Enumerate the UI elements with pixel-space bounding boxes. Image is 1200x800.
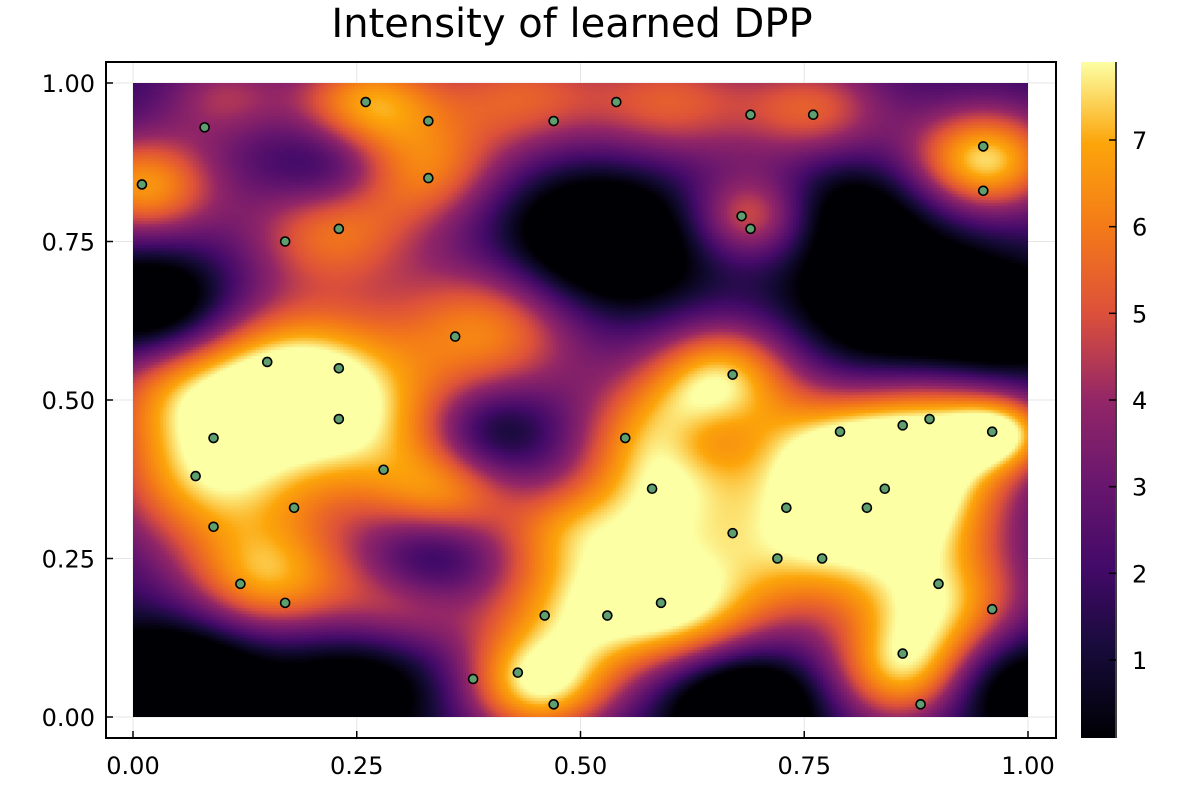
sample-point [834,426,846,438]
sample-point [879,483,891,495]
sample-point [360,96,372,108]
sample-point [279,236,291,247]
y-tick-label: 0.00 [42,704,95,732]
sample-point [924,413,935,425]
sample-point [986,603,998,615]
y-tick-label: 0.25 [42,546,95,574]
colorbar-ticks [1109,139,1116,661]
colorbar: 1 2 3 4 5 6 7 [1081,62,1147,738]
x-tick-label: 0.50 [554,752,607,780]
sample-point [602,610,613,621]
colorbar-tick-label: 3 [1132,474,1147,502]
sample-point [977,141,989,152]
y-tick-label: 0.50 [42,387,95,415]
colorbar-tick-label: 5 [1132,300,1147,328]
x-tick-label: 0.00 [106,752,159,780]
sample-point [619,432,631,444]
sample-point [333,413,345,425]
sample-point [736,210,747,222]
x-tick-label: 0.75 [778,752,831,780]
sample-point [655,597,667,609]
sample-point [208,521,219,533]
sample-point [933,578,944,590]
sample-point [915,699,926,710]
intensity-heatmap [133,83,1028,717]
sample-point [449,331,461,342]
sample-point [467,673,479,685]
sample-point [646,483,658,495]
sample-point [781,502,792,514]
sample-point [288,502,300,514]
sample-point [423,115,434,127]
sample-point [423,172,434,184]
sample-point [208,432,219,444]
x-tick-label: 1.00 [1001,752,1054,780]
sample-point [548,115,559,127]
sample-point [727,527,738,539]
sample-point [816,553,828,564]
sample-point [745,223,756,235]
sample-point [512,667,524,678]
sample-point [378,464,389,476]
sample-point [548,699,559,710]
colorbar-tick-label: 6 [1132,214,1147,242]
sample-point [333,362,345,374]
x-tick-label: 0.25 [330,752,383,780]
sample-point [235,578,246,590]
y-tick-label: 0.75 [42,229,95,257]
colorbar-tick-label: 4 [1132,387,1147,415]
sample-point [745,109,756,120]
sample-point [727,369,738,380]
heatmap-area [133,83,1028,717]
sample-point [199,122,210,133]
sample-point [136,179,148,190]
sample-point [333,223,345,235]
sample-point [807,109,819,120]
sample-point [190,470,201,482]
colorbar-tick-label: 7 [1132,127,1147,155]
sample-point [897,648,909,659]
y-axis: 0.00 0.25 0.50 0.75 1.00 [42,70,113,732]
sample-point [261,356,273,368]
colorbar-tick-label: 1 [1132,647,1147,675]
chart-title: Intensity of learned DPP [331,1,812,47]
sample-point [539,610,551,621]
sample-point [986,426,998,438]
colorbar-tick-label: 2 [1132,560,1147,588]
colorbar-tick-labels: 1 2 3 4 5 6 7 [1132,127,1147,675]
sample-point [610,96,622,108]
sample-points [136,96,998,710]
sample-point [772,553,783,564]
sample-point [861,502,873,514]
sample-point [977,185,989,197]
sample-point [279,597,291,609]
sample-point [897,420,909,431]
x-axis: 0.00 0.25 0.50 0.75 1.00 [106,731,1055,780]
y-tick-label: 1.00 [42,70,95,98]
